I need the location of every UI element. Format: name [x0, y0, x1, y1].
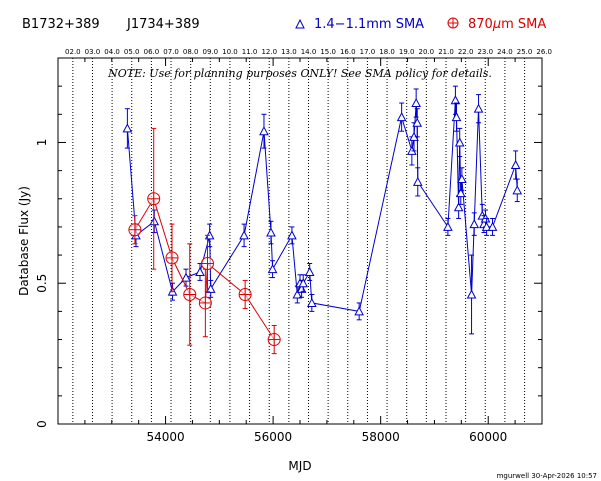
- top-axis-year-label: 13.0: [281, 48, 297, 56]
- x-tick-label: 56000: [254, 430, 292, 444]
- data-point: [453, 202, 464, 212]
- data-point: [304, 266, 315, 276]
- data-point: [454, 137, 465, 147]
- data-point: [292, 289, 303, 299]
- top-axis-year-label: 14.0: [301, 48, 317, 56]
- series-line: [134, 197, 275, 340]
- top-axis-year-label: 11.0: [242, 48, 258, 56]
- data-point: [298, 278, 309, 288]
- legend-red-label-mu: μ: [492, 17, 501, 32]
- data-point: [481, 221, 492, 231]
- legend-red-label-suffix: m SMA: [501, 17, 546, 32]
- alt-source-name: J1734+389: [126, 17, 200, 32]
- top-axis-year-label: 03.0: [85, 48, 101, 56]
- data-point: [455, 188, 466, 198]
- data-point: [238, 287, 252, 301]
- top-axis-year-label: 23.0: [477, 48, 493, 56]
- data-point: [287, 230, 297, 240]
- data-point: [205, 283, 216, 293]
- data-point: [149, 216, 160, 226]
- data-point: [259, 126, 269, 136]
- top-axis-year-label: 19.0: [399, 48, 415, 56]
- data-point: [450, 95, 461, 105]
- top-axis-year-label: 07.0: [163, 48, 179, 56]
- source-name: B1732+389: [22, 17, 100, 32]
- top-axis-year-label: 21.0: [438, 48, 454, 56]
- top-axis-year-label: 02.0: [65, 48, 81, 56]
- y-tick-label: 0: [35, 420, 49, 428]
- top-axis-year-label: 06.0: [144, 48, 160, 56]
- top-axis-year-label: 08.0: [183, 48, 199, 56]
- top-axis-year-label: 16.0: [340, 48, 356, 56]
- x-tick-label: 54000: [146, 430, 184, 444]
- data-point: [473, 103, 484, 113]
- data-point: [512, 185, 523, 195]
- top-axis-year-label: 26.0: [536, 48, 552, 56]
- data-point: [267, 264, 278, 274]
- legend-blue-label: 1.4−1.1mm SMA: [314, 17, 424, 32]
- top-axis-year-label: 22.0: [458, 48, 474, 56]
- data-point: [128, 223, 142, 237]
- data-point: [147, 192, 161, 206]
- data-point: [457, 173, 467, 184]
- top-axis-year-label: 20.0: [419, 48, 435, 56]
- top-axis-year-label: 04.0: [104, 48, 120, 56]
- top-axis-year-label: 09.0: [203, 48, 219, 56]
- data-point: [183, 287, 197, 301]
- top-axis-year-label: 18.0: [379, 48, 395, 56]
- data-point: [122, 123, 133, 133]
- x-tick-label: 60000: [469, 430, 507, 444]
- y-axis-label: Database Flux (Jy): [17, 186, 31, 296]
- data-point: [201, 257, 215, 271]
- top-axis-year-label: 25.0: [517, 48, 533, 56]
- data-point: [239, 230, 249, 240]
- footer-credit: mgurwell 30-Apr-2026 10:57: [497, 472, 597, 480]
- plot-frame: [57, 57, 543, 425]
- series-sma-870um: [128, 127, 281, 355]
- top-axis-year-label: 05.0: [124, 48, 140, 56]
- series-sma-1mm: [122, 85, 523, 335]
- top-axis-year-label: 17.0: [360, 48, 376, 56]
- x-axis-label: MJD: [288, 459, 311, 473]
- y-tick-label: 0.5: [35, 274, 49, 293]
- data-point: [412, 176, 423, 186]
- top-axis-year-label: 12.0: [261, 48, 277, 56]
- legend-red-label-prefix: 870: [468, 17, 493, 32]
- data-point: [411, 97, 421, 108]
- data-point: [443, 221, 453, 231]
- data-point: [396, 112, 407, 122]
- data-point: [198, 296, 212, 310]
- y-axis-ticks: 00.51: [35, 85, 542, 428]
- legend: 1.4−1.1mm SMA 870μm SMA: [295, 17, 546, 32]
- top-axis-year-label: 10.0: [222, 48, 238, 56]
- x-axis-ticks: 54000 56000 58000 60000: [84, 58, 543, 444]
- data-point: [354, 306, 364, 316]
- data-point: [510, 159, 521, 169]
- top-axis-year-label: 15.0: [320, 48, 336, 56]
- data-point: [412, 117, 423, 127]
- legend-blue-triangle-marker: [295, 18, 305, 29]
- legend-red-circle-marker: [447, 17, 459, 29]
- planning-note: NOTE: Use for planning purposes ONLY! Se…: [107, 67, 492, 80]
- data-point: [195, 266, 205, 276]
- data-point: [266, 227, 276, 237]
- data-point: [487, 221, 498, 231]
- y-tick-label: 1: [35, 139, 49, 147]
- legend-red-label: 870μm SMA: [468, 17, 546, 32]
- x-tick-label: 58000: [362, 430, 400, 444]
- data-point: [165, 251, 179, 265]
- data-point: [451, 112, 462, 122]
- top-axis-year-label: 24.0: [497, 48, 513, 56]
- data-point: [469, 219, 480, 229]
- data-point: [466, 289, 477, 299]
- data-point: [306, 297, 317, 307]
- top-axis-year-labels: 02.0 03.0 04.0 05.0 06.0 07.0 08.0 09.0 10.0 11.0…: [65, 48, 552, 56]
- data-point: [181, 272, 191, 282]
- data-point: [267, 333, 281, 347]
